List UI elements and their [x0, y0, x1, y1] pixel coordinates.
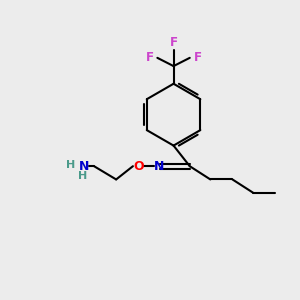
Text: N: N [154, 160, 164, 173]
Text: F: F [169, 36, 178, 49]
Text: F: F [194, 51, 202, 64]
Text: H: H [78, 171, 87, 181]
Text: O: O [133, 160, 143, 173]
Text: F: F [146, 51, 153, 64]
Text: H: H [66, 160, 76, 170]
Text: N: N [79, 160, 89, 173]
